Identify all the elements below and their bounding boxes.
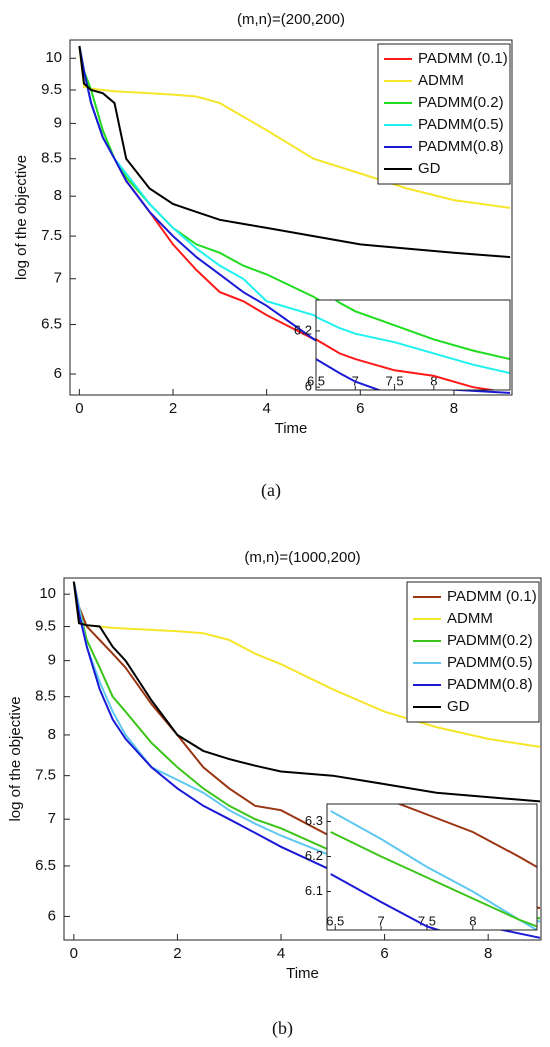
x-tick-label: 8 xyxy=(450,400,458,417)
chart-title: (m,n)=(1000,200) xyxy=(244,549,360,566)
legend-label: GD xyxy=(418,160,441,177)
y-tick-label: 6 xyxy=(305,379,312,394)
series-line xyxy=(396,804,537,868)
y-tick-label: 7.5 xyxy=(35,767,56,784)
y-tick-label: 8.5 xyxy=(41,150,62,167)
plot-area xyxy=(316,300,510,390)
plot-frame xyxy=(326,803,538,931)
plot-frame xyxy=(69,39,513,396)
legend-label: PADMM(0.2) xyxy=(447,632,533,649)
legend-label: PADMM(0.8) xyxy=(447,676,533,693)
inset-chart: 6.5 7 7.5 866.2 xyxy=(294,299,511,394)
legend-box xyxy=(377,43,511,185)
x-tick-label: 6.5 xyxy=(326,913,344,928)
y-tick-label: 10 xyxy=(45,49,62,66)
caption: (a) xyxy=(261,480,281,501)
chart: 0 2 4 6 8 6 6.5 7 7.5 8 8.5 9 9.5 10 (m,n)=(200,200) Ti… xyxy=(13,11,513,501)
x-tick-label: 0 xyxy=(70,945,78,962)
y-tick-label: 6.2 xyxy=(305,848,323,863)
y-tick-label: 10 xyxy=(39,585,56,602)
series-line xyxy=(78,45,511,209)
legend-label: PADMM (0.1) xyxy=(418,50,508,67)
series-line xyxy=(330,831,537,928)
series-line xyxy=(316,358,382,390)
y-tick-label: 8 xyxy=(48,726,56,743)
legend-label: PADMM(0.2) xyxy=(418,94,504,111)
y-tick-label: 6.2 xyxy=(294,322,312,337)
legend-label: ADMM xyxy=(447,610,493,627)
legend-label: ADMM xyxy=(418,72,464,89)
x-tick-label: 7 xyxy=(377,913,384,928)
y-tick-label: 9 xyxy=(54,114,62,131)
x-tick-label: 8 xyxy=(469,913,476,928)
chart-title: (m,n)=(200,200) xyxy=(237,11,345,28)
x-tick-label: 8 xyxy=(430,373,437,388)
inset-chart: 6.5 7 7.5 86.16.26.3 xyxy=(305,803,538,931)
series-line xyxy=(78,45,511,259)
series-line xyxy=(316,338,499,390)
y-tick-label: 6.3 xyxy=(305,813,323,828)
legend-label: GD xyxy=(447,698,470,715)
legend-box xyxy=(406,581,540,723)
legend: PADMM (0.1) ADMM PADMM(0.2) PADMM(0.5) PADMM… xyxy=(406,581,540,723)
x-tick-label: 2 xyxy=(173,945,181,962)
series-line xyxy=(333,300,510,361)
x-tick-label: 7.5 xyxy=(386,373,404,388)
x-tick-label: 4 xyxy=(277,945,285,962)
plot-frame xyxy=(315,299,511,391)
plot-frame xyxy=(63,577,542,941)
y-tick-label: 7 xyxy=(54,270,62,287)
y-tick-label: 9.5 xyxy=(35,618,56,635)
legend-label: PADMM(0.5) xyxy=(447,654,533,671)
x-axis-label: Time xyxy=(275,420,308,437)
y-tick-label: 6 xyxy=(48,907,56,924)
series-line xyxy=(330,873,442,930)
x-tick-label: 6 xyxy=(356,400,364,417)
y-axis-label: log of the objective xyxy=(7,696,24,821)
caption: (b) xyxy=(272,1018,293,1039)
legend-label: PADMM (0.1) xyxy=(447,588,537,605)
y-tick-label: 6.5 xyxy=(41,316,62,333)
chart: 0 2 4 6 8 6 6.5 7 7.5 8 8.5 9 9.5 10 (m,n)=(1000,200) T… xyxy=(7,549,542,1039)
series-group xyxy=(330,804,537,930)
x-axis-label: Time xyxy=(286,965,319,982)
series-line xyxy=(72,581,541,803)
y-tick-label: 6.1 xyxy=(305,883,323,898)
y-tick-label: 7.5 xyxy=(41,227,62,244)
x-tick-label: 6 xyxy=(380,945,388,962)
y-tick-label: 6.5 xyxy=(35,857,56,874)
y-tick-label: 8.5 xyxy=(35,688,56,705)
y-tick-label: 6 xyxy=(54,365,62,382)
x-tick-label: 0 xyxy=(75,400,83,417)
y-tick-label: 9.5 xyxy=(41,81,62,98)
legend: PADMM (0.1) ADMM PADMM(0.2) PADMM(0.5) PADMM… xyxy=(377,43,511,185)
y-tick-label: 8 xyxy=(54,187,62,204)
y-axis-label: log of the objective xyxy=(13,155,30,280)
x-tick-label: 2 xyxy=(169,400,177,417)
x-tick-label: 4 xyxy=(262,400,270,417)
series-group xyxy=(316,300,510,390)
legend-label: PADMM(0.5) xyxy=(418,116,504,133)
y-tick-label: 7 xyxy=(48,810,56,827)
legend-label: PADMM(0.8) xyxy=(418,138,504,155)
x-tick-label: 8 xyxy=(484,945,492,962)
y-tick-label: 9 xyxy=(48,652,56,669)
series-line xyxy=(316,315,510,375)
